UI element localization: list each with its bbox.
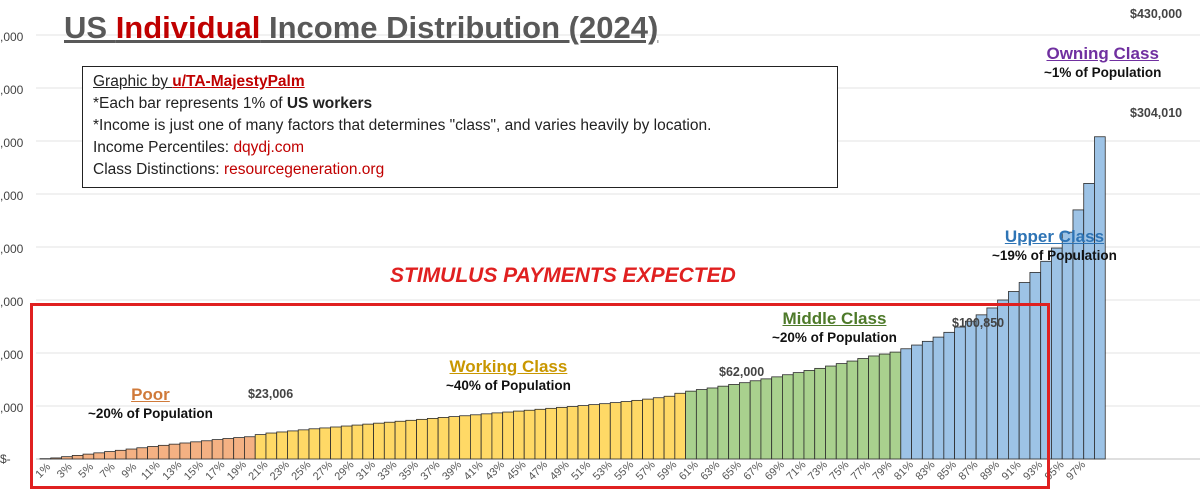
- y-tick-label: ,000: [0, 30, 24, 44]
- y-tick-label: ,000: [0, 295, 24, 309]
- y-tick-label: ,000: [0, 401, 24, 415]
- y-tick-label: ,000: [0, 136, 24, 150]
- income-note: *Income is just one of many factors that…: [93, 117, 712, 134]
- bar-96pct: [1061, 231, 1074, 460]
- percentile-source-label: Income Percentiles:: [93, 139, 234, 156]
- class-working: Working Class ~40% of Population: [446, 357, 571, 393]
- x-tick-label: 97%: [1064, 459, 1088, 483]
- class-source-link[interactable]: resourcegeneration.org: [223, 161, 385, 178]
- author-link[interactable]: u/TA-MajestyPalm: [172, 73, 305, 90]
- bar-95pct: [1051, 247, 1063, 460]
- class-owning: Owning Class ~1% of Population: [1044, 44, 1162, 80]
- stimulus-box: [30, 303, 1050, 489]
- bar-98pct: [1083, 182, 1095, 460]
- credit-label: Graphic by: [93, 73, 173, 90]
- class-upper: Upper Class ~19% of Population: [992, 227, 1117, 263]
- annotation-p98: $304,010: [1130, 106, 1183, 120]
- bar-note: *Each bar represents 1% of: [93, 95, 287, 112]
- y-tick-label: ,000: [0, 242, 24, 256]
- chart-title: US Individual Income Distribution (2024): [64, 10, 659, 45]
- title-highlight: Individual: [115, 10, 261, 45]
- info-box: Graphic by u/TA-MajestyPalm *Each bar re…: [82, 66, 838, 188]
- annotation-p80: $100,850: [952, 316, 1005, 330]
- class-poor: Poor ~20% of Population: [88, 385, 213, 421]
- annotation-p20: $23,006: [248, 387, 294, 401]
- percentile-source-link[interactable]: dqydj.com: [233, 139, 305, 156]
- y-tick-label: ,000: [0, 189, 24, 203]
- class-source-label: Class Distinctions:: [93, 161, 224, 178]
- class-middle: Middle Class ~20% of Population: [772, 309, 897, 345]
- annotation-p99: $430,000: [1130, 7, 1183, 21]
- annotation-p60: $62,000: [719, 365, 765, 379]
- y-tick-label: ,000: [0, 348, 24, 362]
- y-tick-label: $-: [0, 452, 11, 466]
- bar-99pct: [1094, 136, 1106, 460]
- y-tick-label: ,000: [0, 83, 24, 97]
- bar-note-bold: US workers: [286, 95, 373, 112]
- stimulus-label: STIMULUS PAYMENTS EXPECTED: [390, 264, 736, 287]
